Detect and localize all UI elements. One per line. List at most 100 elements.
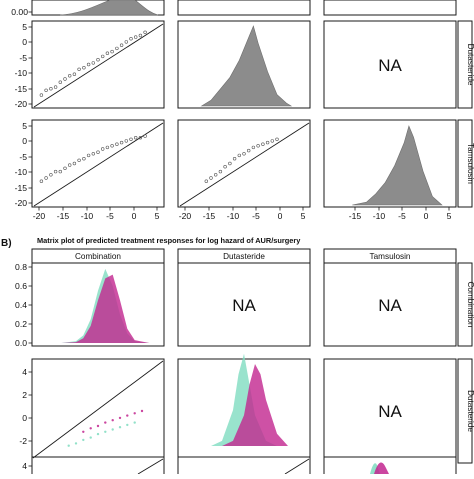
panel-a-frame-r3-c2 [177, 119, 311, 208]
panel-a-c2-xtick-label: 0 [278, 211, 283, 221]
scatter-point [129, 137, 133, 142]
scatter-point [100, 147, 105, 151]
panel-b-r3-y-axis: 4 [22, 461, 32, 471]
panel-a-top-tick-label: 0.00 [11, 7, 28, 17]
scatter-point [214, 173, 218, 177]
scatter-point-group_1 [82, 438, 85, 442]
scatter-point [72, 161, 77, 166]
panel-a-strip-label-dutasteride: Dutasteride [466, 44, 474, 86]
scatter-point [265, 140, 270, 145]
panel-b-strip-label-combination: Combination [75, 252, 121, 261]
panel-b-scatter-dutasteride-vs-combination [32, 360, 164, 459]
scatter-point [134, 35, 138, 39]
scatter-point [218, 169, 223, 174]
scatter-point [100, 54, 105, 59]
scatter-point [119, 140, 124, 145]
scatter-point [256, 144, 260, 148]
scatter-point [58, 80, 62, 84]
panel-a-c1-x-axis: -20 -15 -10 -5 0 5 [33, 207, 160, 221]
scatter-point [67, 74, 72, 78]
panel-a-c1-xtick-label: -20 [33, 211, 46, 221]
scatter-point [82, 157, 86, 161]
density-area [352, 125, 443, 206]
scatter-point [232, 157, 237, 161]
panel-a-frame-r2-c3 [323, 20, 457, 109]
panel-b-frame-r1-c2 [177, 262, 311, 347]
panel-b-r2-ytick-label: 0 [22, 413, 27, 423]
panel-a-r3-y-axis: 5 0 -5 -10 -15 -20 [15, 121, 32, 208]
panel-a-r3-ytick-label: -15 [15, 183, 28, 193]
panel-b-r1-ytick-label: 0.6 [15, 281, 27, 291]
scatter-point [63, 166, 67, 171]
scatter-point [134, 136, 138, 140]
panel-a-r3-ytick-label: -20 [15, 198, 28, 208]
panel-b-frame-r1-c3 [323, 262, 457, 347]
scatter-point [96, 57, 100, 62]
scatter-point [115, 46, 119, 51]
panel-b-row3-partial [137, 458, 389, 475]
scatter-point [124, 40, 129, 44]
panel-a-c3-xtick-label: 0 [424, 211, 429, 221]
identity-line [33, 23, 164, 108]
scatter-point [237, 153, 242, 158]
scatter-point [105, 51, 110, 55]
identity-line [179, 122, 310, 207]
scatter-point [270, 139, 274, 143]
panel-a-c1-xtick-label: -5 [106, 211, 114, 221]
scatter-point [39, 179, 44, 183]
scatter-point [138, 136, 143, 140]
panel-a-r3-ytick-label: 0 [22, 136, 27, 146]
scatter-point-group_1 [126, 423, 129, 427]
panel-b-frame-r3-c2 [177, 456, 311, 479]
identity-line [284, 458, 310, 475]
density-area [200, 25, 293, 107]
panel-b-r2-ytick-label: 4 [22, 367, 27, 377]
density-area-group_2 [61, 274, 150, 343]
scatter-point [275, 137, 279, 142]
panel-b-frame-r3-c1 [31, 456, 165, 479]
scatter-point-group_1 [89, 436, 92, 439]
panel-b-r1-ytick-label: 0.8 [15, 262, 27, 272]
scatter-point [204, 179, 209, 183]
panel-a-c3-xtick-label: -5 [398, 211, 406, 221]
panel-a-c2-xtick-label: -15 [203, 211, 216, 221]
panel-a-c1-xtick-label: -10 [81, 211, 94, 221]
scatter-point [261, 142, 265, 146]
scatter-point [72, 72, 77, 76]
scatter-point [91, 152, 96, 156]
panel-a-c1-xtick-label: 5 [155, 211, 160, 221]
panel-b-density-combination [61, 268, 150, 343]
panel-a-strip-right: Dutasteride Tamsulosin [457, 20, 474, 208]
scatter-point-group_1 [96, 432, 100, 436]
panel-a-c2-xtick-label: -10 [227, 211, 240, 221]
density-area-group_1 [211, 353, 277, 446]
scatter-point-group_2 [140, 409, 144, 413]
panel-b-frame-r3-c3 [323, 456, 457, 479]
scatter-point [223, 165, 227, 169]
scatter-point-group_1 [133, 421, 136, 424]
panel-a-c3-xtick-label: -10 [373, 211, 386, 221]
panel-a-r3-ytick-label: -5 [19, 152, 27, 162]
scatter-point-group_2 [104, 421, 107, 424]
panel-a-frame-r3-c1 [31, 119, 165, 208]
scatter-point [39, 93, 44, 97]
scatter-point-group_2 [82, 430, 85, 433]
scatter-point [143, 30, 147, 34]
scatter-point [44, 176, 48, 180]
scatter-point-group_2 [89, 427, 92, 430]
panel-a-c1-xtick-label: -15 [57, 211, 70, 221]
scatter-point [124, 139, 129, 143]
panel-a-strip-label-tamsulosin: Tamsulosin [466, 143, 474, 184]
scatter-point [129, 36, 133, 41]
scatter-point [96, 150, 100, 154]
panel-a-c2-xtick-label: 5 [301, 211, 306, 221]
scatter-point-group_1 [67, 444, 70, 447]
panel-b-r3-ytick-label: 4 [22, 461, 27, 471]
panel-a-c2-x-axis: -20 -15 -10 -5 0 5 [179, 207, 306, 221]
scatter-point [105, 145, 110, 150]
panel-b-density-dutasteride [211, 353, 288, 446]
panel-b-row3-density-magenta [374, 462, 389, 474]
panel-a-strip-box-dutasteride [457, 20, 473, 109]
panel-b-strip-right: Combination Dutasteride [457, 262, 474, 464]
